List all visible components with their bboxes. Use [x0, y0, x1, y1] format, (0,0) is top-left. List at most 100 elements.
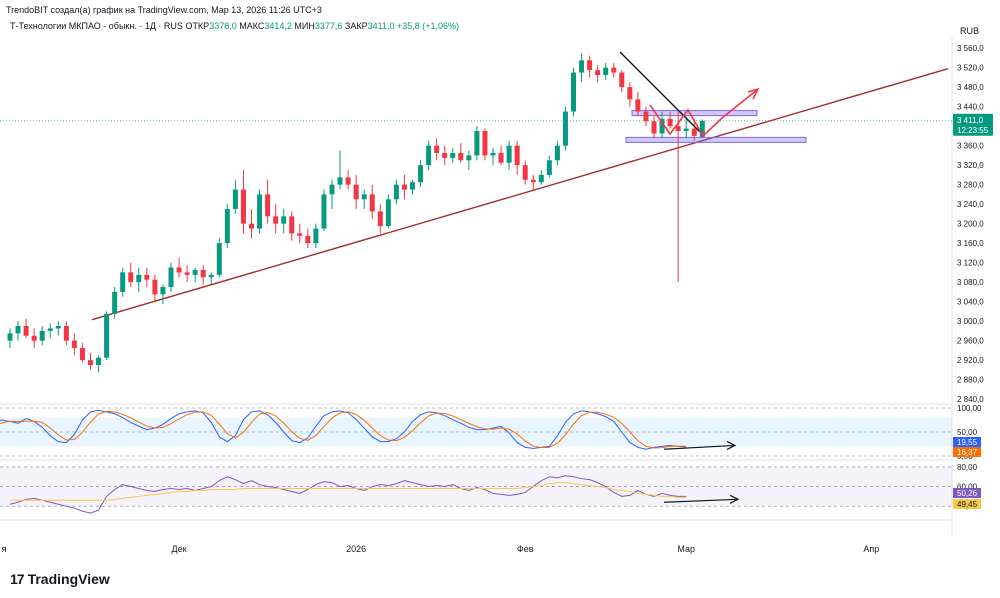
candle-body	[393, 184, 399, 200]
candle-body	[15, 326, 21, 334]
candle-body	[619, 72, 625, 88]
y-tick-label: 3 440,0	[957, 103, 984, 112]
candle-body	[554, 145, 560, 161]
y-tick-label: 3 320,0	[957, 161, 984, 170]
candle-body	[88, 360, 93, 366]
candle-body	[136, 274, 142, 283]
candle-body	[79, 347, 85, 361]
ohlc-value: 3411,0	[367, 21, 395, 31]
ohlc-value: 3378,0	[209, 21, 237, 31]
candle-body	[595, 70, 601, 75]
ohlc-key: ОТКР	[185, 21, 210, 31]
candle-body	[144, 274, 150, 280]
candle-body	[474, 131, 480, 156]
rsi-divergence-arrow	[663, 498, 739, 503]
y-tick-label: 3 160,0	[957, 239, 984, 248]
candle-body	[611, 67, 617, 73]
y-tick-label: 3 200,0	[957, 220, 984, 229]
x-axis-label: 2026	[346, 544, 366, 554]
candle-body	[273, 216, 279, 224]
candle-body	[490, 152, 496, 156]
candle-body	[104, 313, 110, 358]
candle-body	[377, 211, 383, 227]
x-axis-label: Дек	[172, 544, 187, 554]
rsi-ma-badge	[953, 499, 981, 509]
y-tick-label: 3 040,0	[957, 298, 984, 307]
candle-body	[71, 340, 77, 348]
candle-body	[522, 165, 528, 180]
candle-body	[571, 72, 576, 112]
candle-body	[321, 194, 327, 229]
candle-body	[63, 326, 69, 341]
candle-body	[482, 131, 488, 156]
last-price-time: 12:23:55	[957, 126, 989, 135]
x-axis-label: Мар	[677, 544, 695, 554]
candle-body	[675, 126, 681, 132]
stoch-k-badge	[953, 437, 981, 447]
stoch-d-line	[0, 410, 687, 449]
candle-body	[160, 287, 166, 295]
candle-body	[200, 269, 206, 278]
candle-body	[232, 189, 238, 210]
candle-body	[216, 243, 222, 275]
rsi-ma-value: 49,45	[957, 500, 978, 509]
candle-body	[128, 272, 134, 283]
ohlc-values: ОТКР3378,0 МАКС3414,2 МИН3377,6 ЗАКР3411…	[185, 21, 394, 31]
candle-body	[240, 189, 246, 224]
candle-body	[683, 128, 689, 132]
candle-body	[152, 279, 158, 295]
candle-body	[587, 60, 593, 71]
candle-body	[329, 184, 335, 195]
candle-body	[530, 179, 536, 183]
candle-body	[297, 233, 303, 236]
candle-body	[385, 199, 391, 227]
currency-label: RUB	[960, 26, 980, 36]
black-arrow-line	[619, 51, 701, 133]
candle-body	[603, 67, 609, 75]
candle-body	[627, 87, 633, 100]
resistance-zone	[631, 110, 758, 117]
rsi-badge	[953, 488, 981, 498]
stoch-d-badge	[953, 447, 981, 457]
candle-body	[305, 235, 311, 244]
rsi-arrow-head	[729, 494, 740, 504]
candle-body	[208, 274, 214, 278]
candle-body	[466, 155, 472, 161]
candle-body	[546, 160, 552, 175]
candle-body	[23, 326, 29, 336]
price-change: +35,8 (+1,06%)	[396, 21, 460, 31]
x-axis-label: Фев	[517, 544, 534, 554]
candle-body	[538, 174, 544, 183]
candle-body	[224, 209, 230, 244]
x-axis-label: Апр	[863, 544, 879, 554]
candle-body	[442, 152, 448, 158]
y-tick-label: 3 280,0	[957, 181, 984, 190]
candle-body	[659, 118, 665, 134]
candle-body	[369, 194, 375, 212]
candle-body	[418, 165, 424, 183]
candle-body	[112, 291, 118, 314]
brand-name: TradingView	[27, 571, 110, 587]
candle-body	[458, 152, 464, 161]
trend-line	[91, 67, 949, 321]
y-tick-label: 3 000,0	[957, 317, 984, 326]
tradingview-logo-icon: 17	[10, 571, 25, 587]
stoch-level-label: 50,00	[957, 428, 978, 437]
candle-body	[691, 128, 697, 136]
y-tick-label: 2 920,0	[957, 356, 984, 365]
ohlc-value: 3414,2	[264, 21, 292, 31]
ohlc-value: 3377,6	[314, 21, 343, 31]
last-price-value: 3 411,0	[957, 116, 984, 125]
candle-body	[579, 60, 585, 73]
ohlc-key: ЗАКР	[342, 21, 368, 31]
candle-body	[192, 269, 198, 275]
candle-body	[345, 177, 351, 185]
candle-body	[651, 121, 657, 134]
rsi-ma-line	[10, 482, 687, 501]
candle-body	[257, 194, 263, 229]
rsi-level-label: 60,00	[957, 483, 978, 492]
y-tick-label: 3 360,0	[957, 142, 984, 151]
candle-body	[265, 194, 271, 217]
y-tick-label: 3 080,0	[957, 278, 984, 287]
